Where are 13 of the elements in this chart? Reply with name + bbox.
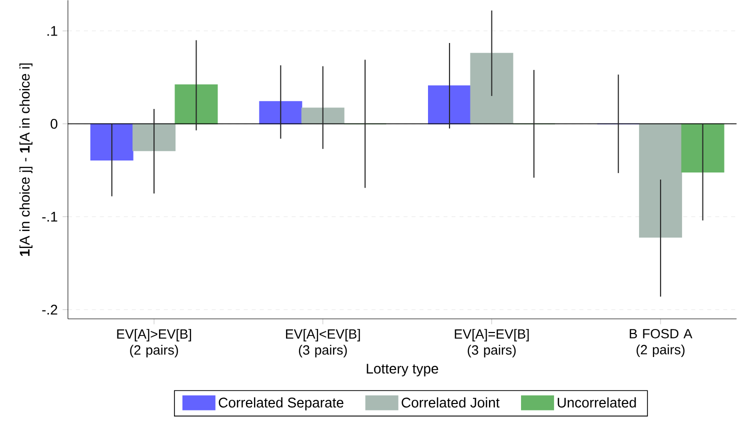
y-tick-label: 0 [50, 118, 58, 129]
legend-label: Correlated Joint [402, 397, 500, 408]
y-tick-label: -.2 [42, 304, 58, 315]
y-tick-label: .1 [48, 26, 58, 36]
legend-label: Uncorrelated [558, 397, 636, 408]
x-axis-title: Lottery type [366, 364, 438, 376]
x-tick-label: B FOSD A (2 pairs) [630, 329, 692, 358]
x-tick-label: EV[A]<EV[B] (3 pairs) [286, 329, 360, 358]
y-tick-label: -.1 [42, 212, 58, 222]
y-axis-title: 1[A in choice j] - 1[A in choice i] [19, 64, 32, 256]
legend-label: Correlated Separate [218, 397, 344, 410]
x-tick-label: EV[A]>EV[B] (2 pairs) [117, 329, 192, 358]
x-tick-label: EV[A]=EV[B] (3 pairs) [454, 329, 529, 358]
